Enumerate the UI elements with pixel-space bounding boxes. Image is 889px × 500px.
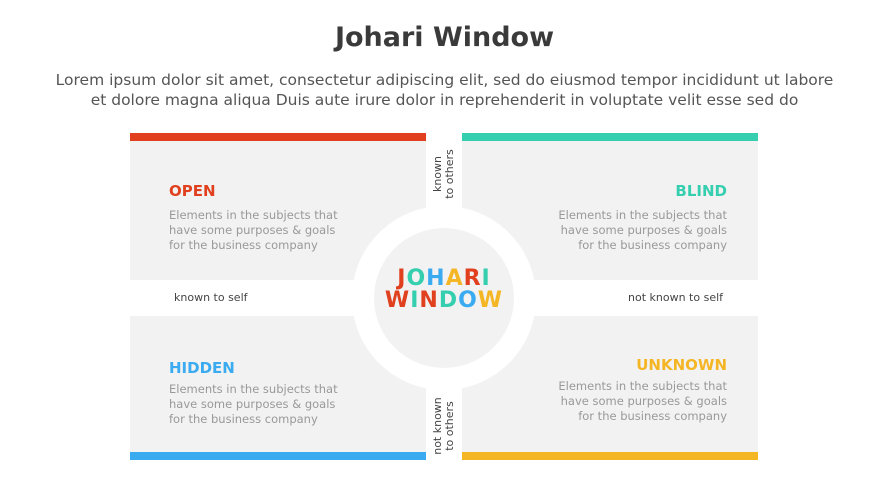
unknown-bar [462,452,758,460]
page-title: Johari Window [334,22,555,53]
hidden-text: Elements in the subjects that have some p… [169,382,338,426]
hidden-bar [130,452,426,460]
unknown-text: Elements in the subjects that have some p… [558,379,727,423]
open-heading: OPEN [169,182,216,200]
blind-text: Elements in the subjects that have some p… [558,208,727,252]
open-text: Elements in the subjects that have some p… [169,208,338,252]
known-to-self-label: known to self [174,291,248,304]
not-known-to-self-label: not known to self [628,291,724,304]
blind-heading: BLIND [675,182,727,200]
subtitle: Lorem ipsum dolor sit amet, consectetur … [55,71,834,109]
center-circle [374,228,514,368]
not-known-to-others-label: not known to others [431,397,456,455]
blind-bar [462,133,758,141]
hidden-heading: HIDDEN [169,359,235,377]
johari-window-logo: JOHARI WINDOW [384,266,504,313]
known-to-others-label: known to others [431,149,456,199]
open-bar [130,133,426,141]
unknown-heading: UNKNOWN [636,356,727,374]
